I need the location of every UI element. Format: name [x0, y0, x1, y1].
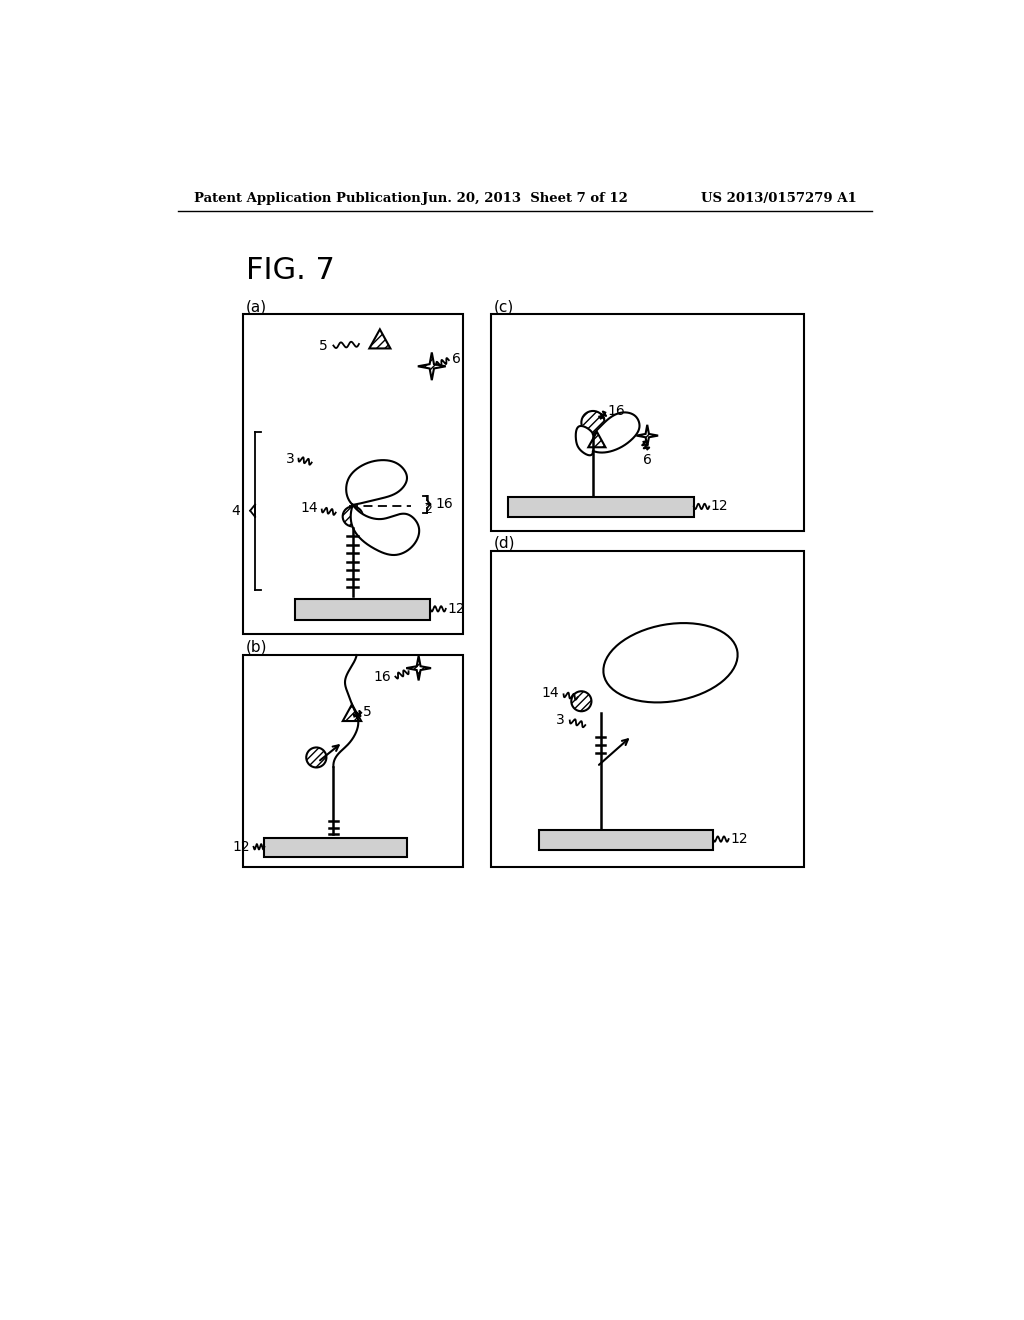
Text: 3: 3	[556, 714, 565, 727]
Text: 16: 16	[374, 669, 391, 684]
Polygon shape	[407, 656, 431, 681]
Bar	[243, 314, 463, 635]
Text: (d): (d)	[494, 536, 515, 550]
Text: 16: 16	[435, 498, 454, 511]
Text: (a): (a)	[246, 300, 267, 314]
Polygon shape	[589, 432, 605, 447]
Polygon shape	[575, 426, 593, 455]
Text: 12: 12	[711, 499, 728, 513]
Bar	[263, 837, 407, 857]
Text: 3: 3	[286, 451, 295, 466]
Text: Patent Application Publication: Patent Application Publication	[194, 191, 421, 205]
Text: 5: 5	[319, 338, 328, 352]
Text: (c): (c)	[494, 300, 514, 314]
Circle shape	[306, 747, 327, 767]
Polygon shape	[370, 330, 390, 348]
Text: US 2013/0157279 A1: US 2013/0157279 A1	[700, 191, 856, 205]
Polygon shape	[686, 652, 705, 669]
Polygon shape	[636, 425, 658, 446]
Bar	[243, 655, 463, 867]
Text: 4: 4	[230, 504, 240, 517]
Polygon shape	[645, 645, 673, 673]
Polygon shape	[418, 352, 445, 380]
Circle shape	[343, 507, 362, 527]
Text: 16: 16	[690, 627, 709, 642]
Bar	[539, 830, 713, 850]
Text: 6: 6	[643, 453, 651, 466]
Circle shape	[582, 411, 604, 434]
Bar	[508, 498, 693, 517]
Text: Jun. 20, 2013  Sheet 7 of 12: Jun. 20, 2013 Sheet 7 of 12	[422, 191, 628, 205]
Bar	[490, 314, 804, 531]
Text: 14: 14	[300, 502, 317, 515]
Bar	[490, 552, 804, 867]
Text: 5: 5	[706, 664, 714, 677]
Polygon shape	[343, 705, 361, 721]
Text: 12: 12	[232, 840, 250, 854]
Text: 2: 2	[424, 503, 432, 516]
Polygon shape	[593, 412, 640, 453]
Text: 12: 12	[447, 602, 465, 616]
Text: 12: 12	[730, 832, 748, 846]
Bar	[295, 599, 430, 620]
Text: FIG. 7: FIG. 7	[246, 256, 335, 285]
Text: 5: 5	[362, 705, 372, 719]
Circle shape	[571, 692, 592, 711]
Polygon shape	[346, 461, 407, 506]
Text: 1: 1	[424, 494, 432, 507]
Polygon shape	[350, 504, 419, 554]
Ellipse shape	[603, 623, 737, 702]
Text: 6: 6	[452, 351, 461, 366]
Text: 16: 16	[607, 404, 625, 418]
Text: 14: 14	[542, 686, 559, 700]
Text: (b): (b)	[246, 640, 267, 655]
Text: 6: 6	[654, 669, 663, 684]
